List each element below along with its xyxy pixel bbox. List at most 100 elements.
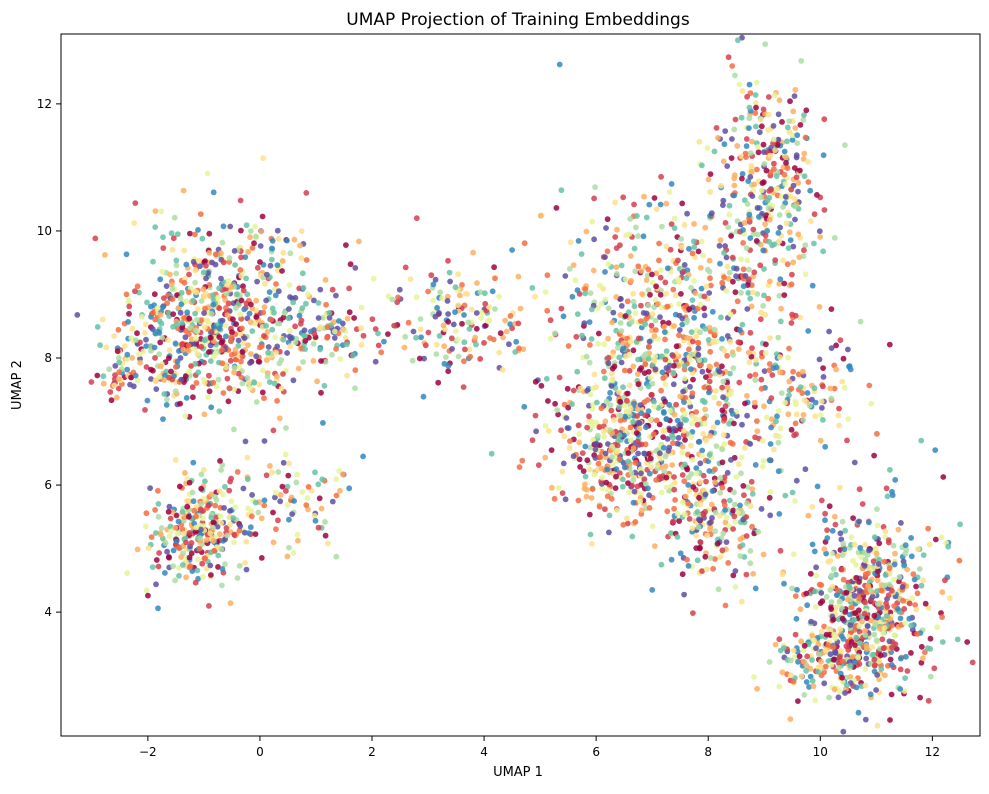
scatter-point [232, 262, 239, 268]
scatter-point [329, 498, 336, 505]
scatter-point [744, 392, 750, 399]
scatter-point [801, 642, 808, 649]
scatter-point [719, 446, 726, 453]
scatter-point [663, 484, 670, 491]
scatter-point [903, 653, 909, 660]
scatter-point [322, 519, 328, 525]
scatter-point [752, 92, 759, 98]
scatter-point [391, 322, 397, 329]
scatter-point [290, 377, 297, 384]
scatter-point [693, 409, 700, 415]
scatter-point [747, 503, 754, 510]
scatter-point [206, 372, 212, 379]
scatter-point [622, 313, 629, 319]
scatter-point [761, 292, 767, 299]
scatter-point [758, 309, 764, 316]
scatter-point [461, 358, 467, 365]
scatter-point [880, 645, 887, 652]
scatter-point [610, 309, 617, 316]
scatter-point [797, 122, 804, 128]
scatter-point [232, 346, 239, 353]
scatter-point [217, 531, 223, 538]
scatter-point [679, 315, 686, 322]
scatter-point [760, 106, 767, 113]
scatter-point [831, 385, 838, 392]
scatter-point [635, 335, 642, 342]
scatter-point [599, 474, 605, 481]
scatter-point [189, 384, 196, 391]
scatter-point [616, 456, 623, 463]
scatter-point [834, 587, 841, 593]
scatter-point [246, 385, 253, 391]
scatter-point [642, 321, 648, 328]
scatter-point [786, 118, 793, 124]
scatter-point [220, 223, 227, 230]
scatter-point [717, 475, 724, 481]
scatter-point [587, 391, 594, 398]
scatter-point [768, 395, 775, 401]
scatter-point [236, 527, 243, 534]
y-tick-label: 12 [37, 97, 52, 111]
scatter-point [346, 485, 353, 492]
scatter-point [706, 268, 713, 275]
scatter-point [735, 510, 741, 516]
scatter-point [269, 256, 275, 263]
scatter-point [621, 367, 628, 374]
scatter-point [873, 550, 880, 557]
scatter-point [649, 587, 656, 593]
scatter-point [670, 518, 676, 525]
scatter-point [232, 504, 239, 511]
scatter-point [825, 558, 832, 565]
scatter-point [754, 428, 761, 435]
scatter-point [208, 572, 214, 578]
scatter-point [114, 348, 121, 355]
scatter-point [252, 223, 258, 230]
scatter-point [544, 272, 551, 279]
scatter-point [107, 389, 114, 395]
scatter-point [617, 242, 623, 249]
scatter-point [143, 587, 150, 594]
scatter-point [620, 476, 626, 483]
scatter-point [574, 311, 581, 317]
scatter-point [872, 621, 879, 628]
scatter-point [809, 541, 816, 548]
scatter-point [556, 61, 563, 68]
scatter-point [333, 553, 340, 560]
scatter-point [697, 329, 703, 336]
scatter-point [297, 320, 304, 327]
scatter-point [220, 390, 227, 396]
scatter-point [277, 492, 284, 498]
scatter-point [816, 304, 823, 310]
scatter-point [870, 651, 876, 658]
scatter-point [866, 519, 872, 526]
scatter-point [248, 513, 255, 520]
scatter-point [542, 289, 549, 295]
scatter-point [817, 663, 824, 670]
scatter-point [231, 248, 238, 254]
scatter-point [241, 335, 248, 341]
scatter-point [891, 632, 898, 639]
scatter-point [805, 512, 812, 519]
scatter-point [682, 493, 689, 500]
scatter-point [216, 334, 223, 340]
scatter-point [287, 250, 294, 257]
scatter-point [828, 395, 835, 402]
scatter-point [871, 662, 878, 669]
scatter-point [862, 627, 868, 634]
scatter-point [726, 202, 733, 209]
scatter-point [845, 346, 851, 353]
scatter-point [277, 498, 284, 505]
scatter-point [454, 336, 461, 343]
scatter-point [815, 668, 821, 675]
scatter-point [311, 512, 318, 519]
scatter-point [260, 155, 266, 162]
scatter-point [690, 376, 696, 383]
scatter-point [351, 315, 357, 321]
scatter-point [870, 558, 877, 565]
scatter-point [699, 452, 705, 459]
scatter-point [249, 492, 256, 498]
scatter-point [515, 273, 522, 280]
scatter-point [681, 375, 688, 382]
scatter-point [795, 188, 801, 195]
